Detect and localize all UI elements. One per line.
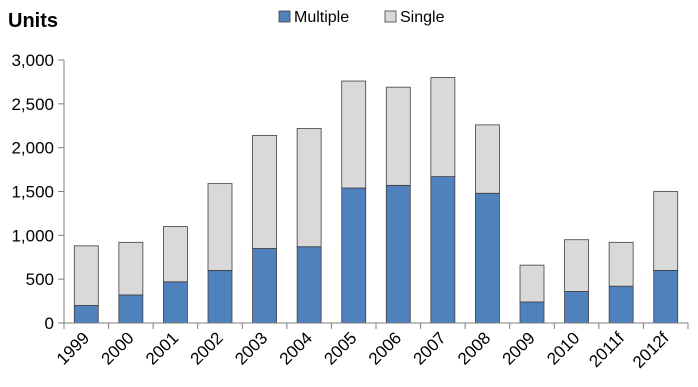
- bar-single-2008: [475, 124, 500, 194]
- x-tick-label: 2008: [454, 328, 494, 368]
- y-axis: 0 500 1,000 1,500 2,000 2,500 3,000: [11, 51, 65, 333]
- bar-multiple-2005: [341, 187, 367, 324]
- y-tick-label: 2,500: [11, 95, 54, 114]
- x-tick-label: 2011f: [585, 328, 628, 371]
- bar-single-1999: [73, 245, 99, 306]
- bar-multiple-2003: [252, 248, 277, 324]
- x-tick-label: 2002: [187, 328, 227, 368]
- bar-multiple-2009: [519, 301, 545, 324]
- bar-multiple-1999: [73, 305, 99, 324]
- legend: Multiple Single: [278, 9, 445, 26]
- x-tick-label: 2003: [231, 328, 271, 368]
- bar-single-2010: [564, 239, 589, 292]
- bar-single-2002: [207, 183, 233, 271]
- legend-swatch-multiple: [278, 10, 291, 23]
- bar-multiple-2002: [207, 269, 233, 324]
- y-axis-title: Units: [8, 10, 58, 32]
- x-tick-label: 2005: [320, 328, 360, 368]
- x-tick-label: 2007: [410, 328, 450, 368]
- x-tick-label: 2001: [142, 328, 182, 368]
- bar-single-2001: [163, 226, 188, 283]
- x-tick-label: 2012f: [629, 328, 673, 372]
- bars: [73, 77, 679, 324]
- bar-single-2006: [385, 86, 411, 186]
- bar-single-2003: [252, 134, 277, 249]
- y-tick-label: 500: [26, 270, 54, 289]
- y-tick-label: 2,000: [11, 139, 54, 158]
- bar-multiple-2012f: [653, 269, 679, 324]
- y-tick-label: 1,500: [11, 183, 54, 202]
- bar-single-2004: [296, 127, 322, 248]
- x-tick-label: 2010: [543, 328, 583, 368]
- bar-multiple-2006: [385, 184, 411, 324]
- bar-multiple-2007: [430, 176, 456, 324]
- bar-single-2012f: [653, 191, 679, 271]
- legend-label-multiple: Multiple: [294, 9, 349, 26]
- bar-multiple-2011f: [608, 285, 634, 324]
- y-tick-label: 3,000: [11, 51, 54, 70]
- y-tick-label: 0: [45, 314, 54, 333]
- bar-single-2009: [519, 264, 545, 303]
- bar-single-2011f: [608, 241, 634, 287]
- bar-single-2000: [118, 241, 144, 296]
- x-tick-label: 2009: [499, 328, 539, 368]
- bar-multiple-2010: [564, 291, 589, 324]
- bar-multiple-2008: [475, 192, 500, 324]
- x-tick-label: 2006: [365, 328, 405, 368]
- legend-swatch-single: [384, 10, 397, 23]
- legend-label-single: Single: [400, 9, 445, 26]
- bar-multiple-2004: [296, 246, 322, 324]
- x-tick-label: 1999: [53, 328, 93, 368]
- bar-multiple-2001: [163, 281, 188, 324]
- x-tick-label: 2000: [98, 328, 138, 368]
- bar-multiple-2000: [118, 294, 144, 324]
- x-axis: 1999 2000 2001 2002 2003 2004 2005 2006 2007 2008…: [53, 322, 689, 372]
- bar-single-2005: [341, 80, 367, 189]
- bar-single-2007: [430, 77, 456, 177]
- y-tick-label: 1,000: [11, 226, 54, 245]
- x-tick-label: 2004: [276, 328, 316, 368]
